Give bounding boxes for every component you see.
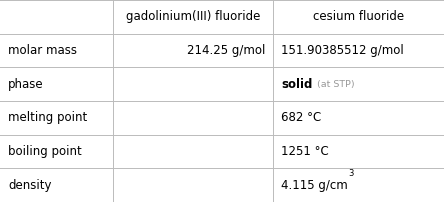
- Text: molar mass: molar mass: [8, 44, 77, 57]
- Text: gadolinium(III) fluoride: gadolinium(III) fluoride: [126, 10, 260, 23]
- Text: cesium fluoride: cesium fluoride: [313, 10, 404, 23]
- Text: 1251 °C: 1251 °C: [281, 145, 329, 158]
- Text: density: density: [8, 179, 52, 192]
- Text: phase: phase: [8, 78, 44, 91]
- Text: 4.115 g/cm: 4.115 g/cm: [281, 179, 348, 192]
- Text: solid: solid: [281, 78, 313, 91]
- Text: 3: 3: [348, 169, 353, 178]
- Text: boiling point: boiling point: [8, 145, 82, 158]
- Text: 682 °C: 682 °C: [281, 111, 321, 124]
- Text: 214.25 g/mol: 214.25 g/mol: [186, 44, 265, 57]
- Text: melting point: melting point: [8, 111, 87, 124]
- Text: (at STP): (at STP): [314, 80, 355, 89]
- Text: 151.90385512 g/mol: 151.90385512 g/mol: [281, 44, 404, 57]
